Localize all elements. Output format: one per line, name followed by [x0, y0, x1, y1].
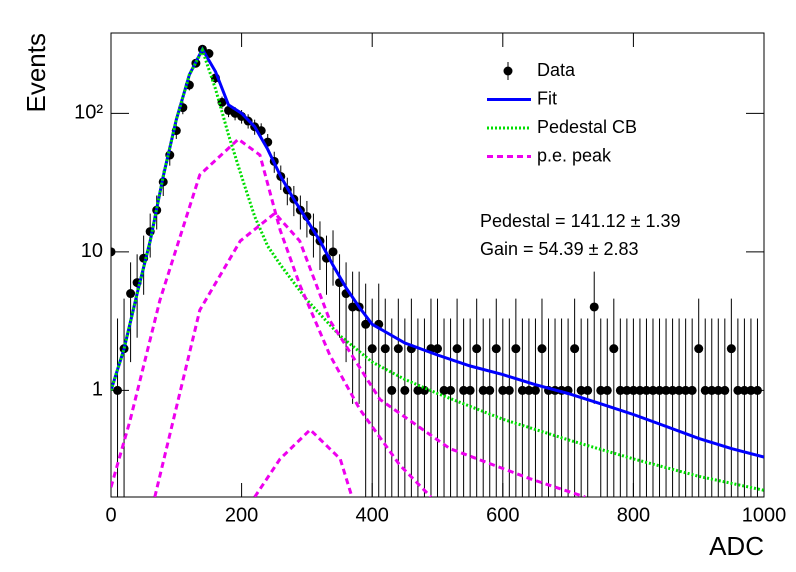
data-point: [576, 385, 586, 395]
data-point: [609, 344, 619, 354]
data-point: [739, 385, 749, 395]
data-point: [361, 319, 371, 329]
data-point: [511, 344, 521, 354]
data-point: [419, 385, 429, 395]
legend-label: p.e. peak: [537, 145, 612, 165]
data-point: [380, 344, 390, 354]
data-point: [348, 302, 358, 312]
data-point: [752, 385, 762, 395]
y-tick-label: 10²: [74, 102, 103, 124]
annotation: Pedestal = 141.12 ± 1.39: [480, 211, 681, 231]
data-point: [530, 385, 540, 395]
data-point: [746, 385, 756, 395]
y-tick-label: 1: [92, 379, 103, 401]
data-point: [446, 385, 456, 395]
y-tick-label: 10: [81, 240, 103, 262]
y-axis-label: Events: [21, 33, 51, 113]
data-point: [387, 385, 397, 395]
data-point: [668, 385, 678, 395]
data-point: [641, 385, 651, 395]
data-point: [622, 385, 632, 395]
x-tick-label: 200: [225, 504, 258, 526]
data-point: [367, 344, 377, 354]
data-point: [393, 344, 403, 354]
x-tick-label: 400: [356, 504, 389, 526]
data-point: [602, 385, 612, 395]
data-point: [615, 385, 625, 395]
data-point: [524, 385, 534, 395]
data-point: [452, 344, 462, 354]
data-point: [111, 247, 116, 257]
data-point: [628, 385, 638, 395]
curve: [111, 46, 764, 492]
data-point: [583, 385, 593, 395]
data-point: [328, 247, 338, 257]
data-point: [433, 344, 442, 354]
annotation: Gain = 54.39 ± 2.83: [480, 239, 639, 259]
curve: [111, 46, 764, 459]
data-point: [472, 344, 482, 354]
data-point: [733, 385, 743, 395]
data-point: [655, 385, 665, 395]
data-point: [465, 385, 475, 395]
data-point: [491, 344, 501, 354]
data-point: [126, 289, 136, 299]
data-point: [439, 385, 449, 395]
data-point: [694, 344, 704, 354]
x-tick-label: 0: [105, 504, 116, 526]
data-point: [113, 385, 123, 395]
data-point: [485, 385, 495, 395]
data-point: [570, 344, 580, 354]
data-point: [400, 385, 410, 395]
data-point: [504, 385, 514, 395]
x-tick-label: 800: [617, 504, 650, 526]
curve: [111, 137, 586, 497]
data-point: [674, 385, 684, 395]
x-tick-label: 1000: [742, 504, 787, 526]
data-point: [687, 385, 697, 395]
data-point: [707, 385, 717, 395]
data-point: [713, 385, 723, 395]
data-point: [726, 344, 736, 354]
data-point: [537, 344, 547, 354]
plot-area: [111, 44, 764, 497]
legend-label: Data: [537, 60, 576, 80]
data-point: [648, 385, 658, 395]
data-point: [589, 302, 599, 312]
data-point: [517, 385, 527, 395]
data-point: [459, 385, 469, 395]
x-axis-label: ADC: [709, 531, 764, 561]
x-tick-label: 600: [486, 504, 519, 526]
data-point: [661, 385, 671, 395]
data-point: [498, 385, 508, 395]
legend-label: Pedestal CB: [537, 117, 637, 137]
legend-symbol: [503, 66, 513, 76]
data-point: [635, 385, 645, 395]
data-point: [720, 385, 730, 395]
data-point: [596, 385, 606, 395]
legend-label: Fit: [537, 88, 557, 108]
data-point: [478, 385, 488, 395]
data-point: [681, 385, 691, 395]
data-point: [413, 385, 423, 395]
data-point: [700, 385, 710, 395]
